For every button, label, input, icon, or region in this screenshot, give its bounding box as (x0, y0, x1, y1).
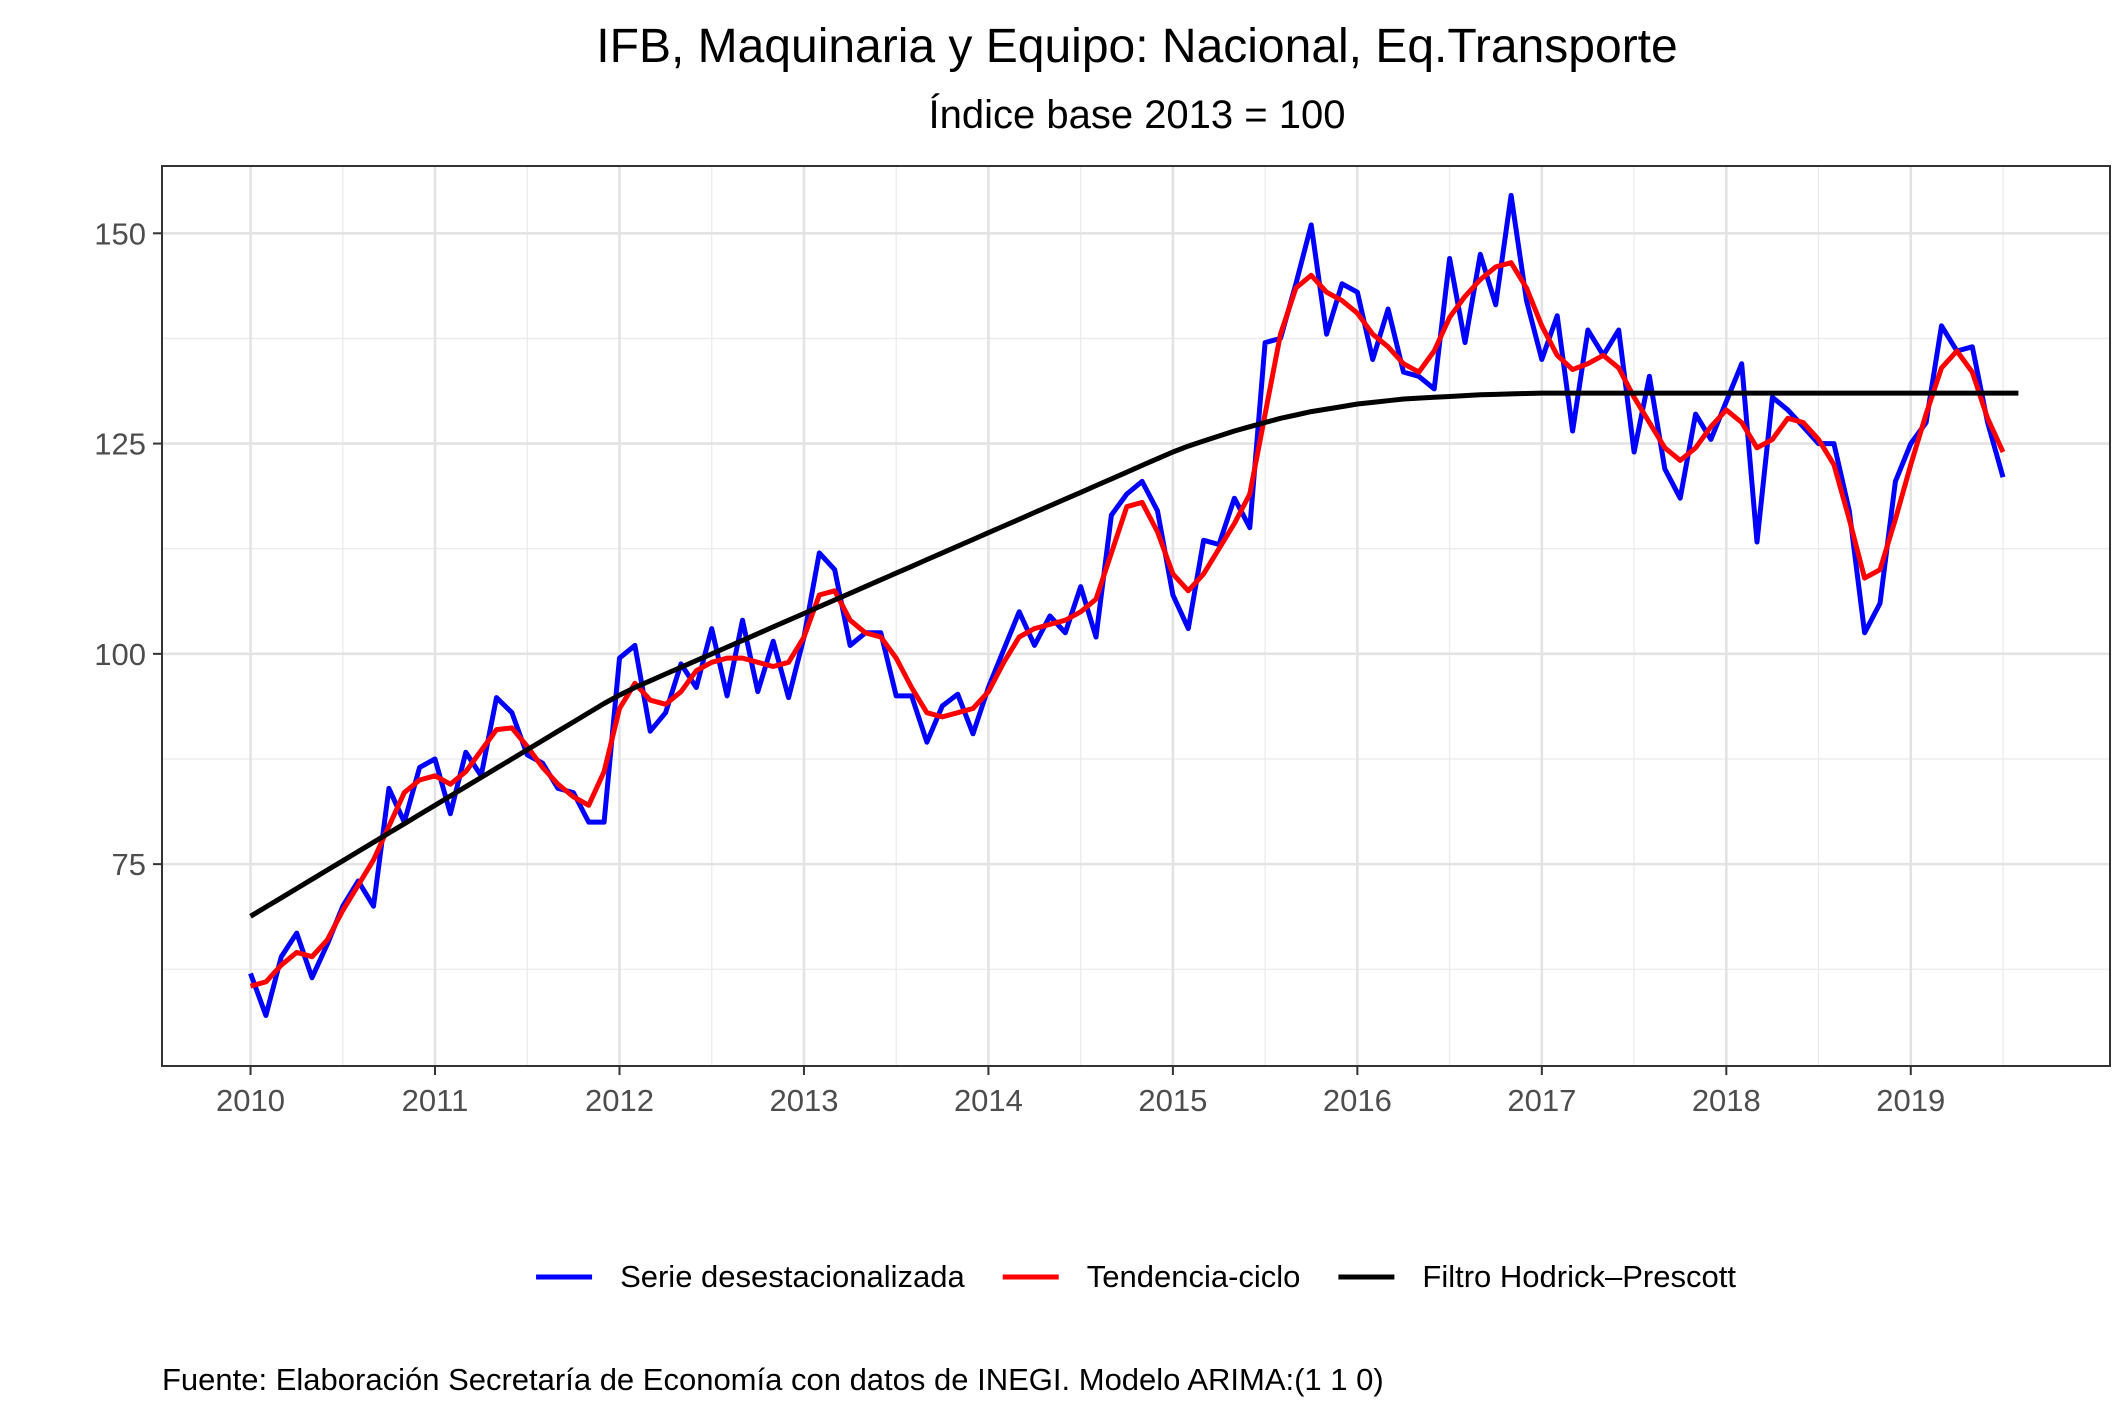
legend-label-3: Filtro Hodrick–Prescott (1422, 1259, 1736, 1294)
x-tick-label: 2015 (1138, 1083, 1207, 1118)
y-tick-label: 150 (94, 216, 146, 251)
chart-title: IFB, Maquinaria y Equipo: Nacional, Eq.T… (596, 20, 1677, 73)
legend: Serie desestacionalizada Tendencia-ciclo F… (536, 1259, 1736, 1294)
chart-caption: Fuente: Elaboración Secretaría de Econom… (162, 1362, 1384, 1397)
x-tick-label: 2010 (216, 1083, 285, 1118)
y-tick-label: 75 (112, 847, 146, 882)
plot-panel (162, 166, 2110, 1066)
series-line-2 (249, 260, 2006, 989)
x-tick-label: 2019 (1876, 1083, 1945, 1118)
x-tick-label: 2013 (769, 1083, 838, 1118)
x-tick-label: 2018 (1692, 1083, 1761, 1118)
series-line-3 (249, 390, 2019, 919)
axis-layer: 2010 2011 2012 2013 2014 2015 2016 2017 2018 2019… (94, 216, 1945, 1118)
series-layer (248, 192, 2019, 1018)
plot-border (161, 165, 2111, 1067)
x-tick-label: 2012 (585, 1083, 654, 1118)
x-tick-label: 2014 (954, 1083, 1023, 1118)
chart-subtitle: Índice base 2013 = 100 (928, 92, 1345, 137)
legend-label-2: Tendencia-ciclo (1087, 1259, 1301, 1294)
legend-label-1: Serie desestacionalizada (620, 1259, 965, 1294)
x-tick-label: 2011 (402, 1083, 469, 1118)
y-tick-label: 100 (94, 637, 146, 672)
x-tick-label: 2017 (1507, 1083, 1576, 1118)
y-tick-label: 125 (94, 427, 146, 462)
x-tick-label: 2016 (1323, 1083, 1392, 1118)
